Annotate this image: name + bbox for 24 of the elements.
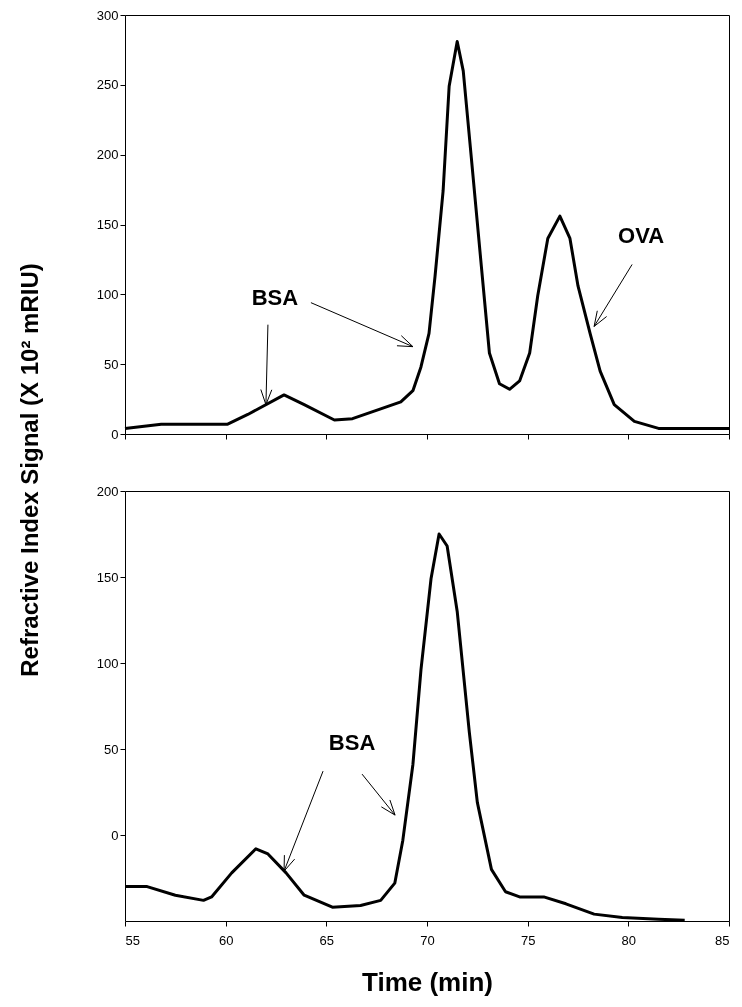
annotation: BSA: [251, 284, 299, 310]
y-tick-label: 0: [111, 426, 119, 442]
y-tick-label: 300: [96, 7, 119, 23]
y-tick-label: 100: [96, 655, 119, 671]
x-tick-label: 75: [520, 932, 536, 948]
x-tick-label: 60: [218, 932, 234, 948]
y-tick-label: 200: [96, 147, 119, 163]
x-tick-label: 80: [621, 932, 637, 948]
y-axis-title: Refractive Index Signal (X 10² mRIU): [16, 263, 44, 677]
y-tick-label: 50: [104, 741, 119, 757]
y-tick-label: 150: [96, 569, 119, 585]
y-tick-label: 250: [96, 77, 119, 93]
x-tick-label: 55: [125, 932, 140, 948]
x-tick-label: 85: [715, 932, 730, 948]
annotation: BSA: [328, 730, 376, 756]
y-tick-label: 100: [96, 286, 119, 302]
x-tick-label: 70: [420, 932, 435, 948]
x-axis-title: Time (min): [362, 966, 493, 997]
y-tick-label: 50: [104, 356, 119, 372]
y-tick-label: 150: [96, 217, 119, 232]
annotation: OVA: [618, 223, 665, 249]
y-tick-label: 0: [111, 827, 119, 843]
y-tick-label: 200: [96, 483, 119, 499]
x-tick-label: 65: [319, 932, 335, 948]
